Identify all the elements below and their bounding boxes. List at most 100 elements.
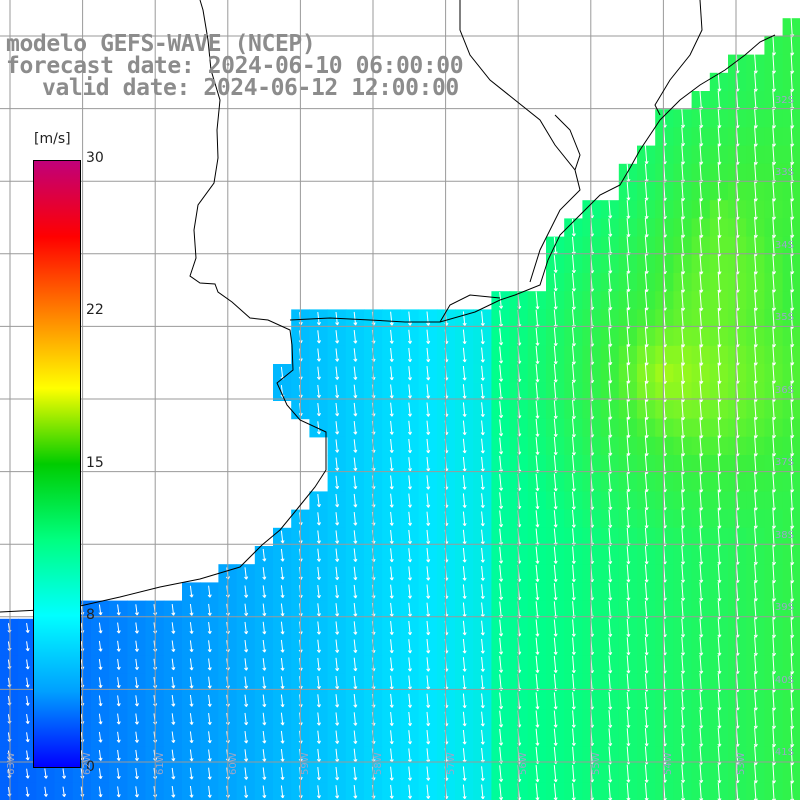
wind-arrow (681, 636, 686, 656)
wind-arrow (116, 677, 121, 689)
wind-arrow (608, 619, 613, 637)
wind-arrow (426, 493, 431, 508)
wind-arrow (389, 639, 394, 654)
wind-arrow (753, 545, 758, 565)
wind-arrow (626, 564, 631, 583)
wind-arrow (499, 364, 504, 382)
wind-arrow (408, 784, 412, 799)
wind-arrow (389, 493, 394, 508)
wind-arrow (608, 637, 613, 656)
wind-arrow (335, 712, 340, 726)
wind-arrow (644, 782, 649, 800)
wind-arrow (426, 438, 431, 454)
wind-arrow (207, 676, 212, 689)
wind-arrow (571, 291, 576, 310)
wind-arrow (408, 438, 412, 454)
wind-arrow (717, 709, 722, 729)
wind-arrow (262, 767, 267, 780)
wind-arrow (244, 676, 249, 689)
wind-arrow (626, 326, 631, 347)
wind-arrow (62, 786, 67, 798)
wind-arrow (462, 784, 467, 800)
wind-arrow (426, 402, 431, 417)
wind-arrow (408, 711, 412, 727)
wind-arrow (353, 348, 358, 362)
wind-arrow (353, 621, 358, 635)
lon-label: 63W (6, 752, 17, 775)
wind-arrow (189, 694, 194, 707)
wind-arrow (717, 509, 722, 529)
wind-arrow (771, 636, 777, 656)
wind-arrow (608, 728, 613, 747)
wind-arrow (771, 581, 777, 602)
wind-arrow (608, 417, 613, 438)
wind-arrow (571, 546, 576, 564)
lat-label: 35S (774, 312, 794, 323)
lat-label: 33S (774, 167, 794, 178)
wind-arrow (353, 603, 358, 617)
wind-arrow (426, 584, 431, 599)
wind-arrow (408, 529, 412, 545)
wind-arrow (244, 767, 249, 780)
wind-arrow (335, 493, 340, 508)
wind-arrow (681, 582, 686, 601)
coastline-uruguay (289, 34, 776, 323)
wind-arrow (681, 217, 686, 238)
wind-arrow (553, 436, 558, 456)
wind-arrow (335, 330, 340, 344)
wind-arrow (171, 695, 176, 707)
wind-arrow (316, 712, 321, 726)
wind-arrow (644, 709, 649, 729)
wind-arrow (462, 511, 467, 527)
wind-arrow (535, 655, 540, 674)
wind-arrow (25, 677, 30, 688)
wind-arrow (280, 730, 285, 744)
wind-arrow (335, 384, 340, 399)
wind-arrow (462, 766, 467, 781)
wind-arrow (280, 712, 285, 726)
wind-arrow (499, 583, 504, 601)
lon-label: 61W (155, 752, 166, 775)
wind-arrow (608, 326, 613, 347)
wind-arrow (626, 254, 631, 274)
wind-arrow (717, 764, 722, 784)
wind-arrow (499, 728, 504, 746)
wind-arrow (171, 786, 176, 798)
wind-arrow (462, 584, 467, 599)
wind-arrow (389, 712, 394, 727)
wind-arrow (699, 509, 704, 529)
wind-arrow (480, 566, 485, 581)
wind-arrow (626, 290, 631, 311)
wind-arrow (462, 365, 467, 381)
wind-arrow (171, 622, 176, 634)
wind-arrow (608, 363, 613, 384)
wind-arrow (25, 750, 30, 761)
wind-arrow (353, 475, 358, 490)
wind-arrow (717, 636, 722, 656)
wind-arrow (644, 655, 649, 674)
wind-arrow (535, 619, 540, 637)
wind-arrow (116, 786, 121, 798)
wind-arrow (335, 366, 340, 380)
wind-arrow (244, 712, 249, 726)
wind-arrow (462, 456, 467, 472)
wind-arrow (316, 767, 321, 781)
wind-arrow (426, 693, 431, 708)
wind-arrow (553, 510, 558, 528)
wind-arrow (571, 473, 576, 492)
wind-arrow (480, 511, 485, 527)
wind-arrow (571, 619, 576, 637)
wind-arrow (408, 384, 412, 399)
wind-arrow (262, 676, 267, 689)
wind-arrow (171, 767, 176, 780)
wind-arrow (335, 475, 340, 490)
wind-arrow (553, 546, 558, 564)
wind-arrow (335, 766, 340, 781)
lat-label: 37S (774, 457, 794, 468)
wind-arrow (207, 603, 212, 616)
wind-arrow (335, 603, 340, 617)
wind-arrow (316, 548, 321, 562)
wind-arrow (353, 366, 358, 381)
wind-arrow (98, 640, 103, 652)
wind-arrow (681, 709, 686, 729)
